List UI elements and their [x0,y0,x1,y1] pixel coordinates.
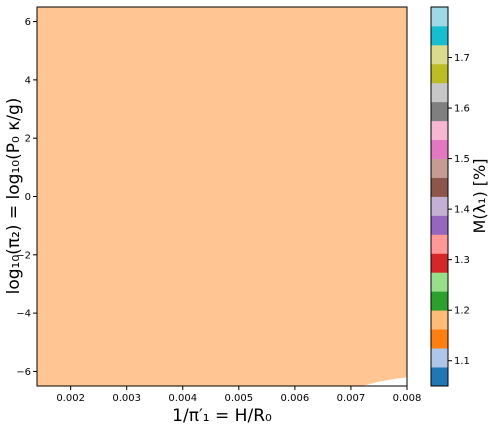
colorbar-bin-17 [431,63,448,84]
x-tick-label-4: 0.005 [224,393,253,404]
colorbar-bin-8 [431,234,448,254]
colorbar-ticks: 1.1 1.2 1.3 1.4 1.5 1.6 1.7 [448,53,470,367]
colorbar-tick-label-5: 1.5 [454,154,470,165]
colorbar-bin-14 [431,120,448,141]
colorbar-bin-2 [431,348,448,368]
y-tick-label-5: 2 [25,134,31,145]
x-tick-label-7: 0.008 [393,393,422,404]
colorbar-bin-12 [431,158,448,178]
x-tick-label-3: 0.004 [168,393,197,404]
colorbar-bin-7 [431,253,448,273]
colorbar-tick-label-6: 1.6 [454,104,470,115]
colorbar-bin-1 [431,367,448,387]
colorbar-frame [430,6,449,387]
x-axis-ticks: 0.002 0.003 0.004 0.005 0.006 0.007 0.008 [56,386,421,404]
colorbar-bin-11 [431,177,448,197]
colorbar-bin-20 [431,7,448,27]
colorbar-bin-5 [431,291,448,311]
colorbar-tick-label-2: 1.2 [454,306,470,317]
speckle-overlay [37,7,407,386]
x-tick-label-1: 0.002 [56,393,85,404]
colorbar-tick-label-7: 1.7 [454,53,470,64]
colorbar-bin-10 [431,196,448,216]
x-axis-label: 1/π′₁ = H/R₀ [172,406,272,426]
y-tick-label-7: 6 [25,17,31,28]
colorbar-tick-label-3: 1.3 [454,255,470,266]
y-tick-label-1: −6 [16,367,31,378]
y-tick-label-3: −2 [16,250,31,261]
colorbar-bin-19 [431,25,448,46]
colorbar-bin-9 [431,215,448,235]
y-axis-ticks: −6 −4 −2 0 2 4 6 [16,17,37,378]
colorbar-bin-13 [431,139,448,159]
colorbar-bin-3 [431,329,448,349]
colorbar-tick-label-1: 1.1 [454,356,470,367]
colorbar-bin-15 [431,101,448,122]
colorbar-bin-6 [431,272,448,292]
colorbar-bin-18 [431,44,448,65]
colorbar-label: M(λ₁) [%] [470,159,489,234]
colorbar-bin-16 [431,82,448,103]
y-axis-label: log₁₀(π₂) = log₁₀(P₀ κ/g) [4,98,24,295]
y-tick-label-6: 4 [25,75,31,86]
colorbar-bin-4 [431,310,448,330]
x-tick-label-2: 0.003 [112,393,141,404]
y-tick-label-2: −4 [16,309,31,320]
plot-area [37,7,407,386]
colorbar [430,6,449,387]
colorbar-tick-label-4: 1.4 [454,205,470,216]
y-tick-label-4: 0 [25,192,31,203]
x-tick-label-5: 0.006 [281,393,310,404]
x-tick-label-6: 0.007 [337,393,366,404]
